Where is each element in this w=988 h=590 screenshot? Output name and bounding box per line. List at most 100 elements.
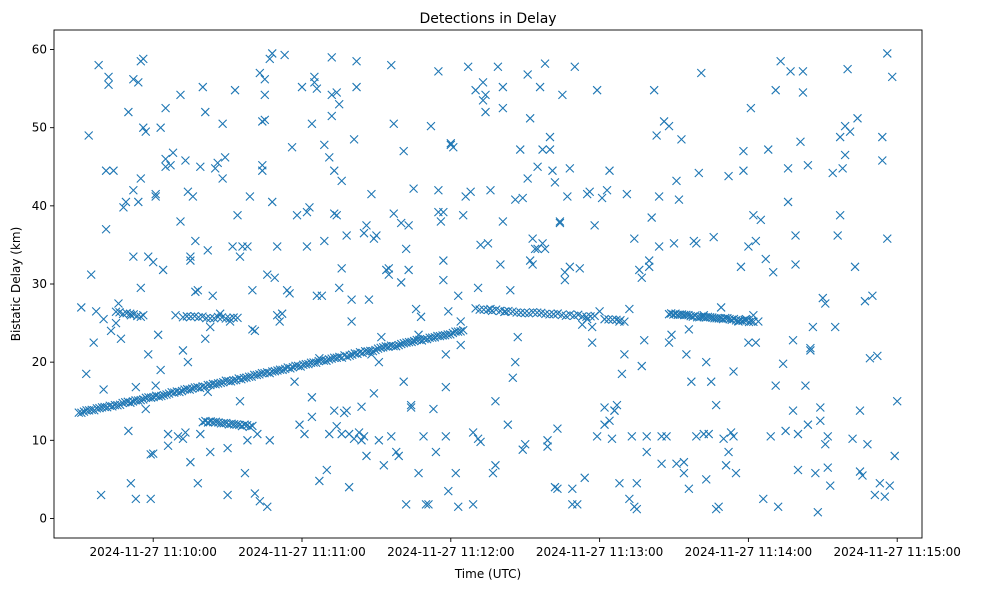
detection-marker bbox=[739, 166, 748, 176]
detection-marker bbox=[525, 256, 535, 265]
detection-marker bbox=[357, 402, 366, 412]
detection-marker bbox=[458, 210, 468, 220]
detection-marker bbox=[644, 262, 654, 272]
detection-marker bbox=[644, 256, 654, 265]
detection-marker bbox=[558, 90, 567, 100]
detection-marker bbox=[309, 358, 318, 367]
detection-marker bbox=[116, 334, 126, 344]
detection-marker bbox=[436, 217, 446, 226]
detection-marker bbox=[825, 481, 835, 491]
detection-marker bbox=[270, 366, 280, 376]
detection-marker bbox=[445, 330, 455, 339]
detection-marker bbox=[602, 185, 612, 195]
detection-marker bbox=[277, 309, 287, 319]
detection-marker bbox=[560, 275, 570, 285]
detection-marker bbox=[528, 260, 538, 269]
detection-marker bbox=[664, 121, 674, 131]
detection-marker bbox=[175, 387, 184, 397]
detection-marker bbox=[257, 166, 267, 176]
detection-marker bbox=[798, 88, 808, 97]
detection-marker bbox=[307, 119, 317, 129]
detection-marker bbox=[178, 434, 188, 444]
detection-marker bbox=[409, 184, 418, 194]
detection-marker bbox=[870, 490, 880, 500]
detection-marker bbox=[173, 432, 183, 441]
detection-marker bbox=[550, 482, 560, 492]
detection-marker bbox=[711, 400, 721, 410]
detection-marker bbox=[877, 132, 887, 142]
detection-marker bbox=[201, 313, 211, 323]
detection-marker bbox=[414, 468, 423, 478]
detection-marker bbox=[649, 85, 659, 95]
detection-marker bbox=[124, 107, 133, 117]
detection-marker bbox=[793, 465, 803, 475]
detection-marker bbox=[434, 67, 443, 76]
detection-marker bbox=[195, 383, 205, 393]
plot-area-frame bbox=[53, 29, 923, 539]
detection-marker bbox=[200, 107, 210, 117]
detection-marker bbox=[453, 327, 463, 336]
detection-marker bbox=[307, 392, 317, 402]
detection-marker bbox=[96, 490, 106, 500]
detection-marker bbox=[471, 85, 480, 95]
detection-marker bbox=[334, 99, 344, 109]
detection-marker bbox=[334, 352, 344, 362]
detection-marker bbox=[582, 314, 592, 324]
detection-marker bbox=[642, 447, 652, 457]
detection-marker bbox=[255, 68, 265, 78]
detection-marker bbox=[438, 275, 448, 285]
detection-marker bbox=[158, 265, 168, 275]
detection-marker bbox=[114, 299, 123, 308]
detection-marker bbox=[233, 313, 242, 323]
detection-marker bbox=[615, 317, 624, 326]
detection-marker bbox=[270, 273, 280, 283]
detection-marker bbox=[545, 132, 555, 142]
detection-marker bbox=[624, 304, 634, 314]
detection-marker bbox=[399, 338, 409, 348]
detection-marker bbox=[101, 224, 111, 234]
detection-marker bbox=[301, 359, 311, 369]
detection-marker bbox=[101, 166, 111, 176]
detection-marker bbox=[535, 82, 545, 92]
detection-marker bbox=[523, 70, 533, 79]
detection-marker bbox=[76, 408, 86, 418]
detection-marker bbox=[243, 242, 252, 251]
detection-marker bbox=[885, 481, 895, 491]
detection-marker bbox=[776, 56, 786, 66]
y-axis-title: Bistatic Delay (km) bbox=[9, 227, 23, 342]
detection-marker bbox=[672, 459, 681, 469]
detection-marker bbox=[476, 437, 485, 447]
detection-marker bbox=[113, 400, 122, 410]
detection-marker bbox=[347, 317, 356, 326]
detection-marker bbox=[746, 103, 756, 113]
detection-marker bbox=[887, 72, 897, 82]
detection-marker bbox=[288, 362, 298, 372]
detection-marker bbox=[863, 439, 872, 449]
detection-marker bbox=[748, 210, 758, 220]
detection-marker bbox=[248, 285, 257, 295]
detection-marker bbox=[181, 156, 190, 165]
detection-marker bbox=[416, 312, 426, 322]
detection-marker bbox=[226, 377, 236, 386]
detection-marker bbox=[300, 429, 309, 439]
detection-marker bbox=[612, 400, 622, 410]
detection-marker bbox=[518, 193, 528, 203]
detection-marker bbox=[813, 507, 823, 517]
detection-marker bbox=[128, 74, 138, 84]
detection-marker bbox=[540, 244, 550, 254]
detection-marker bbox=[198, 82, 208, 92]
detection-marker bbox=[255, 496, 265, 506]
detection-marker bbox=[138, 123, 148, 133]
detection-marker bbox=[533, 162, 542, 172]
detection-marker bbox=[491, 460, 500, 470]
detection-marker bbox=[716, 303, 726, 312]
detection-marker bbox=[386, 60, 396, 70]
detection-marker bbox=[213, 158, 223, 168]
detection-marker bbox=[513, 332, 523, 342]
detection-marker bbox=[287, 142, 297, 152]
detection-marker bbox=[245, 192, 255, 201]
detection-marker bbox=[235, 396, 245, 406]
detection-marker bbox=[218, 174, 228, 183]
detection-marker bbox=[79, 407, 89, 416]
detection-marker bbox=[337, 176, 347, 186]
